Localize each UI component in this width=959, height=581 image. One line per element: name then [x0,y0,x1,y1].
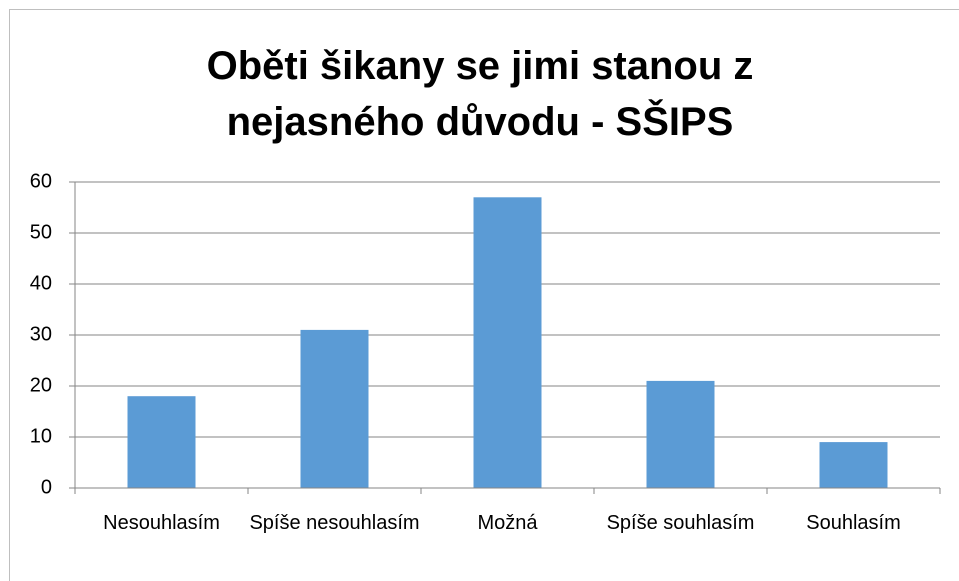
chart-title: Oběti šikany se jimi stanou z nejasného … [206,44,754,144]
bar [646,380,715,488]
x-tick-label: Nesouhlasím [103,512,220,534]
x-tick-label: Souhlasím [806,512,901,534]
y-tick-label: 10 [30,425,52,447]
chart-border [9,9,959,581]
y-tick-label: 30 [30,323,52,345]
bar [300,329,369,488]
bar [819,442,888,488]
y-tick-label: 20 [30,374,52,396]
bar [473,197,542,489]
y-tick-label: 0 [41,476,52,498]
x-tick-label: Možná [477,512,538,534]
bar [127,396,196,488]
y-tick-label: 50 [30,221,52,243]
y-tick-label: 40 [30,272,52,294]
x-tick-label: Spíše souhlasím [606,512,755,534]
x-tick-label: Spíše nesouhlasím [249,512,420,534]
y-tick-label: 60 [30,170,52,192]
